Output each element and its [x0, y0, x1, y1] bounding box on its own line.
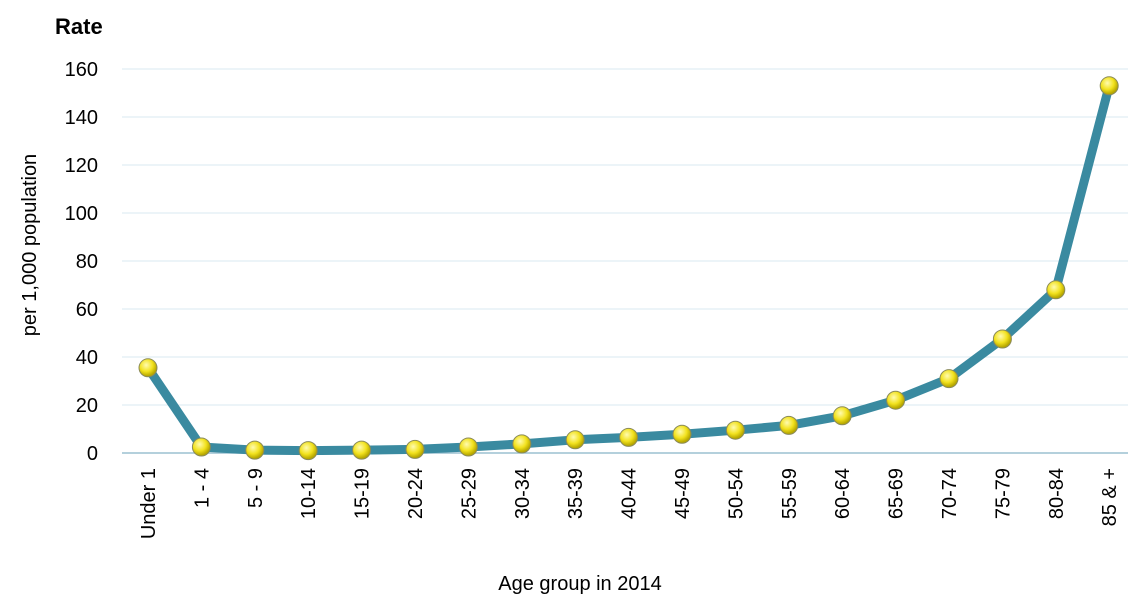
x-tick-label: 20-24: [405, 468, 427, 519]
x-tick-label: 70-74: [939, 468, 961, 519]
y-tick-label: 140: [65, 107, 98, 129]
x-tick-label: 60-64: [832, 468, 854, 519]
x-axis-label: Age group in 2014: [498, 573, 661, 595]
chart-title: Rate: [55, 14, 103, 39]
data-point: [619, 427, 639, 447]
y-tick-label: 40: [76, 347, 98, 369]
data-point: [405, 439, 425, 459]
data-point: [779, 415, 799, 435]
x-tick-label: Under 1: [138, 468, 160, 539]
x-tick-label: 45-49: [672, 468, 694, 519]
x-tick-labels: Under 1 1 - 4 5 - 9 10-14 15-19 20-24 25-29 30-…: [138, 468, 1121, 539]
data-point: [565, 430, 585, 450]
x-tick-label: 75-79: [992, 468, 1014, 519]
y-tick-label: 120: [65, 155, 98, 177]
data-point: [1099, 76, 1119, 96]
data-point: [191, 437, 211, 457]
x-tick-label: 55-59: [779, 468, 801, 519]
x-tick-label: 1 - 4: [191, 468, 213, 508]
data-markers: [138, 76, 1119, 461]
y-tick-labels: 0 20 40 60 80 100 120 140 160: [65, 59, 98, 465]
data-point: [672, 424, 692, 444]
x-tick-label: 10-14: [298, 468, 320, 519]
data-point: [352, 440, 372, 460]
series-line: [143, 81, 1114, 456]
data-point: [138, 358, 158, 378]
y-tick-label: 0: [87, 443, 98, 465]
y-tick-label: 20: [76, 395, 98, 417]
x-tick-label: 5 - 9: [245, 468, 267, 508]
x-tick-label: 35-39: [565, 468, 587, 519]
x-tick-label: 85 & +: [1099, 468, 1121, 526]
data-point: [458, 437, 478, 457]
gridlines: [122, 68, 1128, 454]
y-tick-label: 60: [76, 299, 98, 321]
x-tick-label: 50-54: [725, 468, 747, 519]
data-point: [939, 369, 959, 389]
y-tick-label: 160: [65, 59, 98, 81]
data-point: [992, 329, 1012, 349]
y-tick-label: 80: [76, 251, 98, 273]
data-point: [512, 434, 532, 454]
data-point: [245, 440, 265, 460]
data-point: [1046, 280, 1066, 300]
data-point: [298, 441, 318, 461]
data-point: [725, 420, 745, 440]
y-axis-label: per 1,000 population: [19, 154, 41, 336]
x-tick-label: 40-44: [619, 468, 641, 519]
data-point: [886, 390, 906, 410]
data-point: [832, 406, 852, 426]
x-tick-label: 25-29: [458, 468, 480, 519]
series-polyline: [143, 81, 1114, 456]
x-tick-label: 65-69: [886, 468, 908, 519]
y-tick-label: 100: [65, 203, 98, 225]
x-tick-label: 30-34: [512, 468, 534, 519]
x-tick-label: 80-84: [1046, 468, 1068, 519]
x-tick-label: 15-19: [352, 468, 374, 519]
